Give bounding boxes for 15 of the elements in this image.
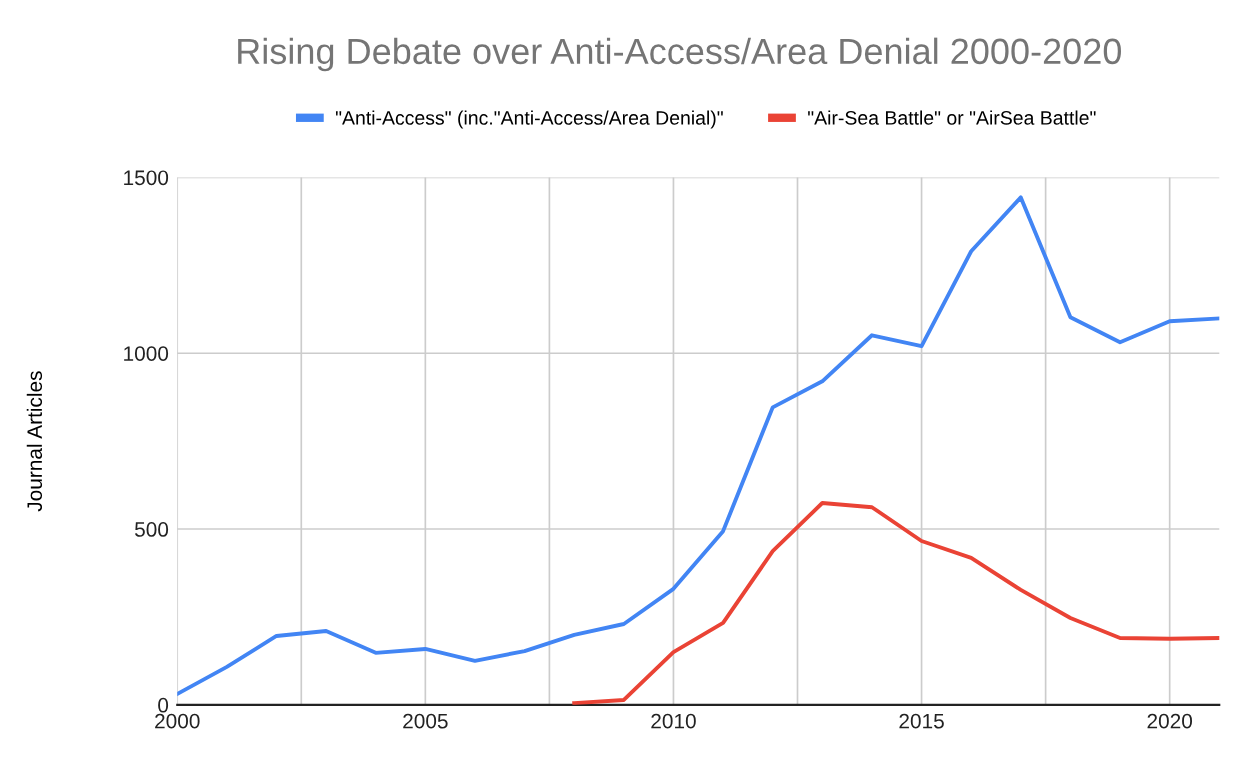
y-axis-title: Journal Articles (26, 371, 43, 512)
x-tick-label: 2000 (155, 713, 200, 729)
x-tick-label: 2020 (1147, 713, 1193, 729)
x-tick-label: 2010 (651, 713, 696, 729)
y-tick-label: 1000 (124, 346, 169, 361)
x-tick-label: 2015 (899, 713, 944, 729)
y-tick-label: 1500 (124, 170, 169, 186)
x-tick-label: 2005 (403, 713, 448, 729)
chart-title: Rising Debate over Anti-Access/Area Denial 2000-2020 (238, 37, 1122, 72)
y-tick-label: 500 (134, 522, 169, 537)
legend-label: "Air-Sea Battle" or "AirSea Battle" (808, 110, 1096, 125)
y-tick-label: 0 (158, 697, 169, 713)
line-series (572, 501, 1220, 705)
legend-label: "Anti-Access" (inc."Anti-Access/Area Denial)" (335, 110, 723, 129)
line-series (177, 195, 1220, 696)
